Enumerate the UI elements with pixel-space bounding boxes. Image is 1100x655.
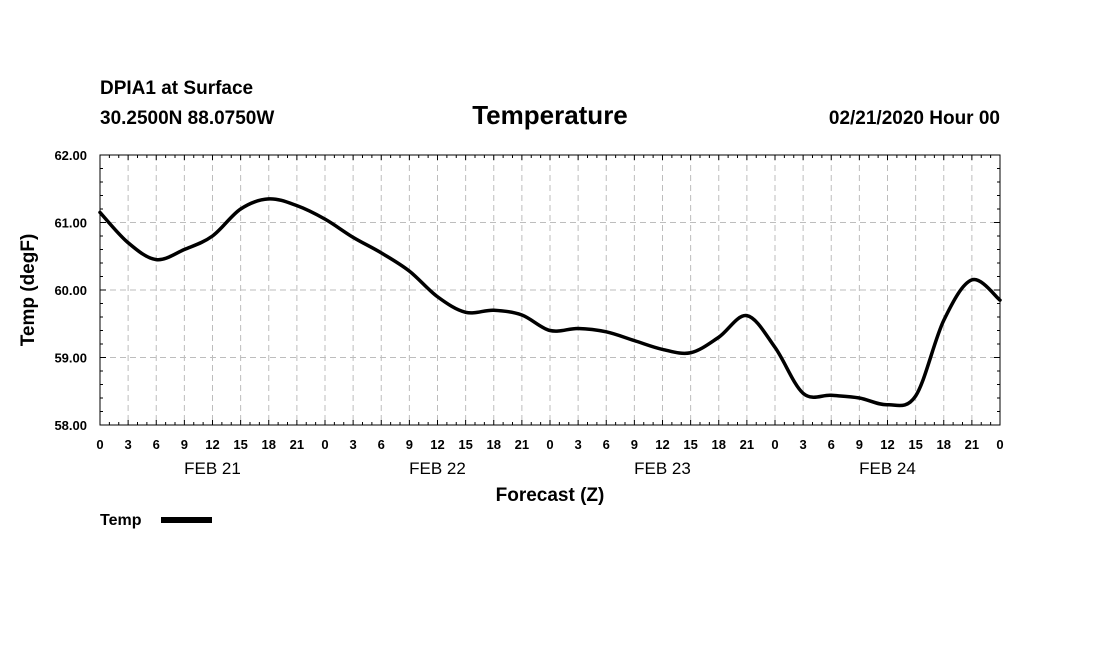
x-tick-label: 6 bbox=[603, 437, 610, 452]
x-tick-label: 15 bbox=[233, 437, 247, 452]
x-tick-label: 12 bbox=[655, 437, 669, 452]
station-label: DPIA1 at Surface bbox=[100, 78, 253, 99]
x-tick-label: 18 bbox=[712, 437, 726, 452]
day-label: FEB 21 bbox=[184, 459, 241, 478]
grid-lines bbox=[100, 155, 1000, 425]
x-tick-label: 6 bbox=[828, 437, 835, 452]
y-tick-label: 62.00 bbox=[54, 148, 87, 163]
datetime-label: 02/21/2020 Hour 00 bbox=[829, 108, 1000, 129]
coordinates-label: 30.2500N 88.0750W bbox=[100, 108, 274, 129]
x-tick-label: 0 bbox=[321, 437, 328, 452]
day-label: FEB 23 bbox=[634, 459, 691, 478]
day-label: FEB 24 bbox=[859, 459, 916, 478]
x-tick-label: 21 bbox=[740, 437, 754, 452]
x-tick-label: 12 bbox=[205, 437, 219, 452]
x-tick-label: 6 bbox=[153, 437, 160, 452]
temp-series-line bbox=[98, 197, 1002, 408]
x-tick-label: 9 bbox=[406, 437, 413, 452]
x-tick-label: 18 bbox=[937, 437, 951, 452]
y-tick-label: 61.00 bbox=[54, 216, 87, 231]
y-axis-label: Temp (degF) bbox=[18, 234, 39, 347]
x-tick-label: 0 bbox=[546, 437, 553, 452]
y-tick-label: 60.00 bbox=[54, 283, 87, 298]
legend-label: Temp bbox=[100, 512, 142, 529]
x-tick-label: 3 bbox=[350, 437, 357, 452]
legend: Temp bbox=[100, 512, 212, 529]
x-tick-label: 21 bbox=[965, 437, 979, 452]
x-tick-label: 9 bbox=[856, 437, 863, 452]
y-tick-label: 59.00 bbox=[54, 351, 87, 366]
y-tick-label: 58.00 bbox=[54, 418, 87, 433]
day-label: FEB 22 bbox=[409, 459, 466, 478]
x-tick-label: 18 bbox=[487, 437, 501, 452]
x-tick-label: 12 bbox=[880, 437, 894, 452]
x-tick-label: 3 bbox=[125, 437, 132, 452]
x-tick-label: 21 bbox=[515, 437, 529, 452]
axis-ticks: 0 3 6 9 12 15 18 21 0 3 6 9 12 15 18 21 0 3 6 9 12 15 18 21 0 3 6 9… bbox=[54, 148, 1003, 478]
x-tick-label: 3 bbox=[575, 437, 582, 452]
x-axis-label: Forecast (Z) bbox=[496, 485, 605, 506]
x-tick-label: 0 bbox=[96, 437, 103, 452]
x-tick-label: 15 bbox=[458, 437, 472, 452]
x-tick-label: 0 bbox=[771, 437, 778, 452]
x-tick-label: 9 bbox=[631, 437, 638, 452]
x-tick-label: 15 bbox=[908, 437, 922, 452]
x-tick-label: 0 bbox=[996, 437, 1003, 452]
x-tick-label: 9 bbox=[181, 437, 188, 452]
x-tick-label: 15 bbox=[683, 437, 697, 452]
x-tick-label: 18 bbox=[262, 437, 276, 452]
x-tick-label: 3 bbox=[800, 437, 807, 452]
chart-title: Temperature bbox=[472, 100, 628, 130]
x-tick-label: 6 bbox=[378, 437, 385, 452]
x-tick-label: 21 bbox=[290, 437, 304, 452]
x-tick-label: 12 bbox=[430, 437, 444, 452]
